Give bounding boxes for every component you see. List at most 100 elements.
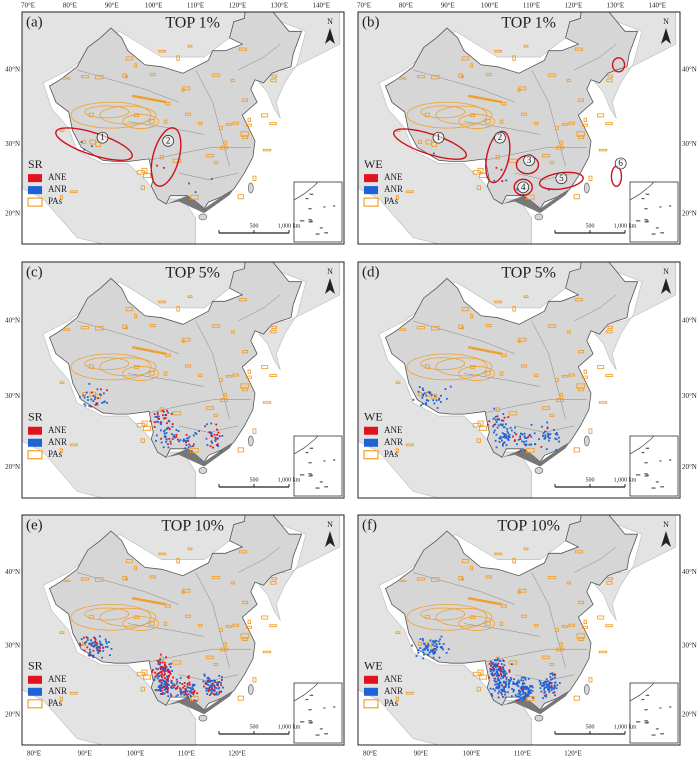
protected-area (469, 113, 476, 118)
lon-label: 130°E (607, 2, 625, 10)
scale-label: 1,000 km (614, 223, 637, 229)
richness-cell (500, 168, 503, 171)
province-border (573, 546, 617, 573)
richness-cell (159, 688, 162, 691)
protected-area (523, 44, 529, 48)
richness-cell (99, 647, 102, 649)
richness-cell (204, 683, 207, 685)
richness-cell (159, 423, 162, 425)
protected-area (395, 631, 401, 634)
richness-cell (97, 651, 100, 653)
richness-cell (423, 648, 426, 651)
richness-cell (513, 682, 516, 685)
richness-cell (185, 441, 187, 444)
protected-area (485, 575, 492, 579)
richness-cell (164, 429, 166, 432)
richness-cell (512, 683, 515, 685)
richness-cell (436, 646, 439, 649)
inset-island (659, 707, 662, 709)
north-label: N (327, 17, 333, 26)
richness-cell (153, 678, 156, 681)
richness-cell (423, 653, 425, 656)
richness-cell (87, 654, 90, 657)
protected-area (549, 413, 555, 417)
richness-cell (168, 428, 171, 431)
richness-cell (510, 663, 513, 666)
richness-cell (505, 684, 507, 687)
protected-area (398, 77, 407, 80)
protected-area (163, 371, 168, 376)
protected-area (88, 614, 94, 620)
china-land (385, 515, 639, 711)
protected-area (122, 575, 128, 581)
protected-area (69, 190, 78, 194)
richness-cell (89, 648, 91, 651)
province-border (178, 425, 239, 433)
richness-cell (158, 688, 161, 691)
richness-cell (98, 635, 101, 638)
richness-cell (427, 391, 430, 394)
richness-cell (547, 436, 550, 439)
richness-cell (547, 689, 550, 692)
richness-cell (210, 434, 213, 436)
richness-cell (512, 690, 515, 693)
richness-cell (440, 647, 443, 649)
richness-cell (167, 419, 170, 422)
richness-cell (500, 691, 503, 694)
protected-area (262, 650, 272, 654)
richness-cell (431, 649, 434, 651)
richness-cell (94, 637, 96, 640)
inset-island (659, 206, 662, 208)
province-border (485, 399, 587, 414)
richness-cell (431, 650, 434, 653)
richness-cell (167, 676, 169, 679)
legend-label: ANE (384, 425, 403, 435)
richness-cell (497, 692, 500, 695)
richness-cell (155, 434, 158, 437)
richness-cell (524, 694, 527, 697)
province-border (413, 320, 515, 355)
protected-area (213, 161, 219, 165)
richness-cell (423, 392, 426, 395)
richness-cell (513, 688, 515, 691)
protected-area (225, 625, 233, 628)
scale-label: 1,000 km (278, 477, 301, 483)
richness-cell (171, 425, 174, 428)
richness-cell (435, 399, 438, 402)
richness-cell (522, 676, 525, 679)
legend-swatch (28, 174, 42, 183)
inset-island (651, 734, 656, 736)
richness-cell (522, 692, 525, 695)
richness-cell (190, 691, 193, 694)
richness-cell (500, 419, 503, 422)
richness-cell (167, 426, 170, 429)
richness-cell (488, 663, 491, 665)
protected-area (431, 141, 438, 147)
richness-cell (502, 696, 504, 698)
richness-cell (212, 446, 214, 449)
richness-cell (105, 640, 108, 643)
richness-cell (530, 692, 532, 695)
richness-cell (550, 678, 552, 681)
richness-cell (100, 388, 102, 391)
protected-area (494, 49, 503, 53)
protected-area (499, 119, 504, 124)
legend-swatch (364, 426, 378, 435)
protected-area (62, 328, 71, 331)
protected-area (270, 581, 277, 585)
richness-cell (153, 413, 156, 416)
richness-cell (162, 667, 165, 670)
richness-cell (155, 416, 158, 418)
protected-area (158, 552, 167, 556)
protected-area (494, 552, 503, 556)
richness-cell (417, 390, 420, 393)
richness-cell (168, 663, 171, 666)
protected-area (606, 329, 613, 334)
protected-area (62, 77, 71, 80)
richness-cell (546, 421, 549, 424)
richness-cell (205, 437, 208, 440)
richness-cell (422, 389, 425, 392)
protected-area (240, 383, 249, 389)
richness-cell (173, 434, 175, 437)
richness-cell (492, 417, 495, 420)
